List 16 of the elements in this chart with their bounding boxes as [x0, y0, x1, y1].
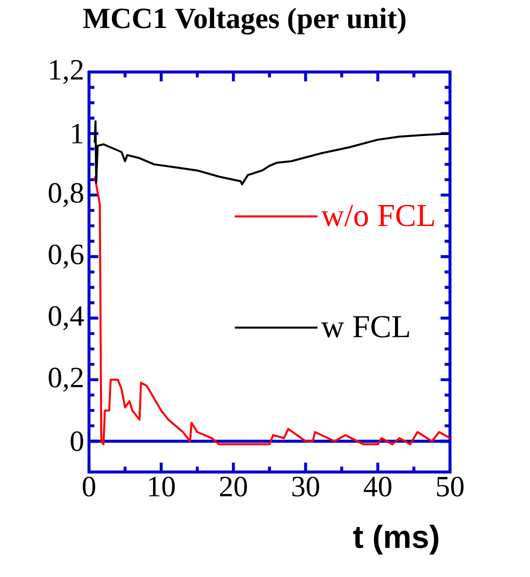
y-tick-label: 1,2 — [50, 60, 83, 84]
y-tick-label: 0,8 — [48, 183, 84, 208]
chart-title: MCC1 Voltages (per unit) — [83, 8, 406, 35]
y-tick-label: 1 — [72, 124, 83, 144]
x-tick-label: 10 — [149, 476, 175, 497]
y-tick-label: 0,4 — [48, 306, 84, 330]
x-tick-label: 30 — [292, 476, 320, 497]
y-tick-label: 0,6 — [48, 244, 84, 269]
y-tick-label: 0,2 — [48, 368, 83, 392]
x-tick-label: 40 — [364, 476, 392, 497]
x-axis-title: t (ms) — [353, 524, 438, 555]
legend-label: w FCL — [321, 316, 410, 338]
legend-label: w/o FCL — [321, 204, 434, 226]
x-tick-label: 20 — [220, 476, 247, 497]
x-tick-label: 50 — [437, 476, 464, 497]
y-tick-label: 0 — [70, 431, 84, 452]
